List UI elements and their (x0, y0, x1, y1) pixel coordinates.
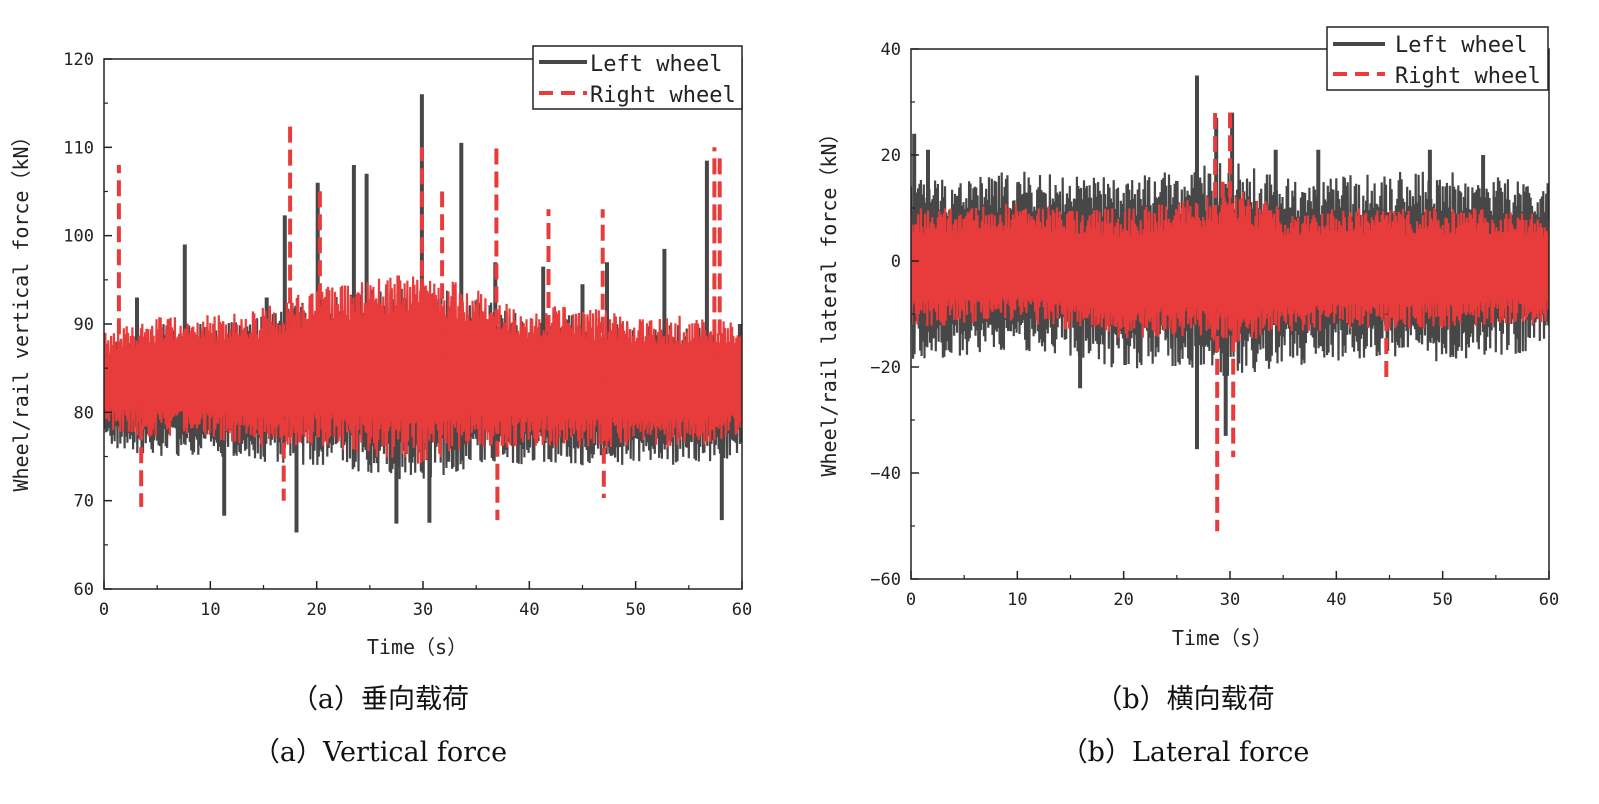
lateral-force-legend-box (1326, 26, 1549, 91)
vertical-force-legend: Left wheel Right wheel (532, 45, 743, 110)
lateral-force-x-tick-label: 10 (1007, 590, 1027, 610)
vertical-force-y-tick-label: 100 (63, 227, 94, 247)
caption-a-chinese: （a）垂向载荷 (291, 684, 469, 715)
lateral-force-chart: 0 10 20 30 40 50 60 −60 −40 −20 0 20 40 Time（s） Whee… (817, 26, 1559, 650)
lateral-force-y-tick-label: 20 (881, 146, 901, 166)
lateral-force-legend-label-right: Right wheel (1395, 64, 1541, 89)
lateral-force-legend-label-left: Left wheel (1395, 33, 1527, 58)
vertical-force-x-axis-label: Time（s） (367, 635, 467, 659)
vertical-force-y-tick-label: 120 (63, 50, 94, 70)
lateral-force-x-tick-label: 50 (1432, 590, 1452, 610)
lateral-force-y-tick-label: −40 (870, 464, 901, 484)
vertical-force-legend-label-left: Left wheel (590, 52, 722, 77)
caption-b-english: （b）Lateral force (1061, 737, 1310, 768)
vertical-force-series-right-wheel (104, 275, 742, 464)
caption-b-chinese: （b）横向载荷 (1095, 684, 1274, 715)
lateral-force-x-tick-label: 60 (1539, 590, 1559, 610)
lateral-force-y-axis-label: Wheel/rail lateral force（kN） (817, 123, 841, 476)
vertical-force-legend-box (532, 45, 743, 110)
lateral-force-y-tick-label: 40 (881, 40, 901, 60)
vertical-force-y-tick-label: 110 (63, 138, 94, 158)
vertical-force-legend-label-right: Right wheel (590, 83, 736, 108)
vertical-force-x-tick-label: 20 (306, 600, 326, 620)
lateral-force-x-tick-label: 0 (906, 590, 916, 610)
lateral-force-y-tick-label: −20 (870, 358, 901, 378)
vertical-force-y-tick-label: 60 (74, 580, 94, 600)
vertical-force-plot-area (104, 94, 742, 533)
lateral-force-axes: 0 10 20 30 40 50 60 −60 −40 −20 0 20 40 (870, 40, 1559, 610)
vertical-force-x-tick-label: 30 (413, 600, 433, 620)
caption-a-english: （a）Vertical force (253, 737, 507, 768)
vertical-force-y-axis-label: Wheel/rail vertical force（kN） (9, 126, 33, 491)
lateral-force-x-axis-label: Time（s） (1172, 626, 1272, 650)
lateral-force-x-tick-label: 20 (1113, 590, 1133, 610)
vertical-force-x-tick-label: 60 (732, 600, 752, 620)
vertical-force-x-tick-label: 0 (99, 600, 109, 620)
lateral-force-y-tick-label: −60 (870, 570, 901, 590)
lateral-force-x-tick-label: 40 (1326, 590, 1346, 610)
vertical-force-x-tick-label: 10 (200, 600, 220, 620)
vertical-force-x-tick-label: 40 (519, 600, 539, 620)
vertical-force-y-tick-label: 70 (74, 492, 94, 512)
lateral-force-x-tick-label: 30 (1220, 590, 1240, 610)
vertical-force-x-tick-label: 50 (625, 600, 645, 620)
vertical-force-y-tick-label: 80 (74, 403, 94, 423)
lateral-force-y-tick-label: 0 (891, 252, 901, 272)
vertical-force-y-tick-label: 90 (74, 315, 94, 335)
vertical-force-chart: 0 10 20 30 40 50 60 60 70 80 90 100 110 120 Time（s） W… (9, 45, 752, 659)
lateral-force-plot-area (911, 75, 1549, 532)
vertical-force-axes: 0 10 20 30 40 50 60 60 70 80 90 100 110 120 (63, 50, 752, 620)
lateral-force-legend: Left wheel Right wheel (1326, 26, 1549, 91)
